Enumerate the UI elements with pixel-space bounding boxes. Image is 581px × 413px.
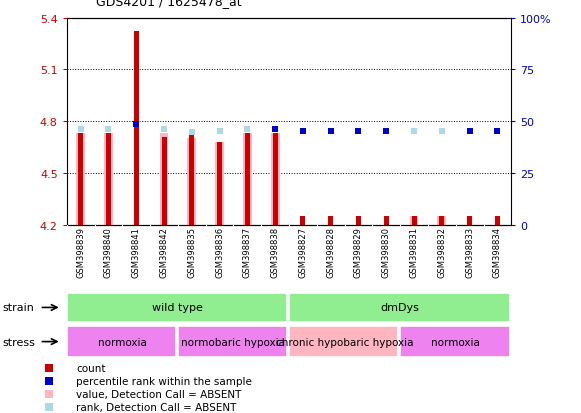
Text: chronic hypobaric hypoxia: chronic hypobaric hypoxia xyxy=(276,337,413,347)
Text: GSM398830: GSM398830 xyxy=(382,226,391,277)
Bar xyxy=(245,134,250,225)
Text: GSM398833: GSM398833 xyxy=(465,226,474,278)
Bar xyxy=(215,142,224,225)
Text: value, Detection Call = ABSENT: value, Detection Call = ABSENT xyxy=(77,389,242,399)
Text: normobaric hypoxia: normobaric hypoxia xyxy=(181,337,285,347)
Text: GSM398836: GSM398836 xyxy=(215,226,224,278)
Bar xyxy=(400,326,510,358)
Bar xyxy=(356,216,361,225)
Text: GSM398829: GSM398829 xyxy=(354,226,363,277)
Bar xyxy=(300,216,306,225)
Text: GSM398828: GSM398828 xyxy=(326,226,335,277)
Bar xyxy=(328,216,333,225)
Text: rank, Detection Call = ABSENT: rank, Detection Call = ABSENT xyxy=(77,401,237,411)
Bar xyxy=(104,134,113,225)
Bar xyxy=(289,293,510,323)
Bar xyxy=(217,142,222,225)
Bar xyxy=(271,134,279,225)
Bar xyxy=(243,134,252,225)
Bar xyxy=(189,135,194,225)
Text: GSM398840: GSM398840 xyxy=(104,226,113,277)
Bar xyxy=(67,326,176,358)
Text: GSM398839: GSM398839 xyxy=(76,226,85,277)
Text: GSM398838: GSM398838 xyxy=(271,226,279,278)
Bar xyxy=(178,326,287,358)
Bar xyxy=(160,134,168,225)
Text: GSM398842: GSM398842 xyxy=(160,226,168,277)
Bar xyxy=(162,137,167,225)
Text: dmDys: dmDys xyxy=(381,303,419,313)
Text: GSM398827: GSM398827 xyxy=(299,226,307,277)
Bar xyxy=(437,216,446,225)
Bar xyxy=(410,216,418,225)
Text: GSM398841: GSM398841 xyxy=(132,226,141,277)
Bar xyxy=(411,216,417,225)
Bar xyxy=(495,216,500,225)
Text: count: count xyxy=(77,363,106,373)
Bar xyxy=(272,134,278,225)
Bar xyxy=(78,134,83,225)
Text: GSM398832: GSM398832 xyxy=(437,226,446,277)
Text: normoxia: normoxia xyxy=(98,337,147,347)
Bar xyxy=(76,134,85,225)
Bar xyxy=(439,216,444,225)
Bar xyxy=(188,139,196,225)
Text: strain: strain xyxy=(3,303,35,313)
Text: GSM398835: GSM398835 xyxy=(187,226,196,277)
Text: GSM398834: GSM398834 xyxy=(493,226,502,277)
Bar xyxy=(467,216,472,225)
Text: wild type: wild type xyxy=(152,303,203,313)
Text: percentile rank within the sample: percentile rank within the sample xyxy=(77,376,252,386)
Bar xyxy=(106,134,111,225)
Text: GDS4201 / 1625478_at: GDS4201 / 1625478_at xyxy=(96,0,242,8)
Bar xyxy=(67,293,287,323)
Text: normoxia: normoxia xyxy=(431,337,480,347)
Bar xyxy=(384,216,389,225)
Text: stress: stress xyxy=(3,337,36,347)
Text: GSM398831: GSM398831 xyxy=(410,226,418,277)
Text: GSM398837: GSM398837 xyxy=(243,226,252,278)
Bar xyxy=(289,326,399,358)
Bar xyxy=(134,32,139,225)
